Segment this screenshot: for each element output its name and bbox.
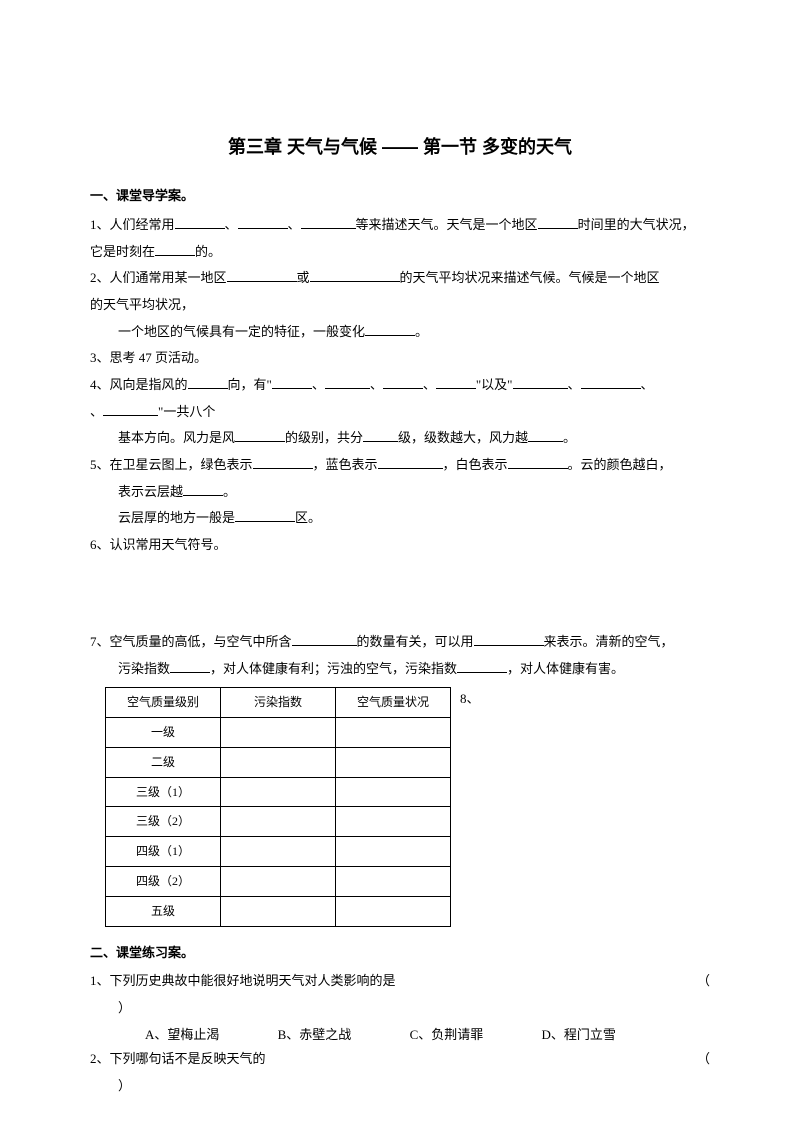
blank <box>175 216 225 229</box>
table-header: 污染指数 <box>221 688 336 718</box>
blank <box>474 633 544 646</box>
question-4-line3: 基本方向。风力是风的级别，共分级，级数越大，风力越。 <box>90 426 710 451</box>
table-cell <box>221 777 336 807</box>
table-cell <box>221 896 336 926</box>
question-4: 4、风向是指风的向，有"、、、"以及"、、 <box>90 373 710 398</box>
blank <box>301 216 356 229</box>
spacer <box>90 560 710 630</box>
option-c: C、负荆请罪 <box>410 1023 484 1048</box>
table-header-row: 空气质量级别 污染指数 空气质量状况 <box>106 688 451 718</box>
air-quality-table: 空气质量级别 污染指数 空气质量状况 一级 二级 三级（1） 三级（2） 四级（… <box>105 687 451 926</box>
table-container: 8、 空气质量级别 污染指数 空气质量状况 一级 二级 三级（1） 三级（2） … <box>105 687 710 926</box>
table-cell <box>221 866 336 896</box>
q1-text: 1、人们经常用 <box>90 217 175 232</box>
table-header: 空气质量级别 <box>106 688 221 718</box>
blank <box>513 376 568 389</box>
question-6: 6、认识常用天气符号。 <box>90 533 710 558</box>
table-header: 空气质量状况 <box>336 688 451 718</box>
blank <box>538 216 578 229</box>
table-cell: 三级（1） <box>106 777 221 807</box>
paren-open: （ <box>697 969 710 994</box>
blank <box>183 483 223 496</box>
blank <box>272 376 312 389</box>
table-cell <box>336 807 451 837</box>
question-5-line3: 云层厚的地方一般是区。 <box>90 506 710 531</box>
blank <box>325 376 370 389</box>
blank <box>188 376 228 389</box>
table-cell <box>336 837 451 867</box>
table-cell <box>336 866 451 896</box>
table-cell: 三级（2） <box>106 807 221 837</box>
blank <box>238 216 288 229</box>
question-7-line2: 污染指数，对人体健康有利；污浊的空气，污染指数，对人体健康有害。 <box>90 657 710 682</box>
blank <box>436 376 476 389</box>
question-4-line2: 、"一共八个 <box>90 400 710 425</box>
practice-2-paren-close: ） <box>90 1074 710 1099</box>
table-row: 四级（2） <box>106 866 451 896</box>
page-title: 第三章 天气与气候 —— 第一节 多变的天气 <box>90 130 710 164</box>
question-5: 5、在卫星云图上，绿色表示，蓝色表示，白色表示。云的颜色越白， <box>90 453 710 478</box>
practice-1-options: A、望梅止渴 B、赤壁之战 C、负荆请罪 D、程门立雪 <box>90 1023 710 1048</box>
question-1: 1、人们经常用、、等来描述天气。天气是一个地区时间里的大气状况， <box>90 213 710 238</box>
table-row: 三级（1） <box>106 777 451 807</box>
practice-1: 1、下列历史典故中能很好地说明天气对人类影响的是 （ <box>90 969 710 994</box>
blank <box>170 660 210 673</box>
option-b: B、赤壁之战 <box>278 1023 352 1048</box>
option-d: D、程门立雪 <box>541 1023 615 1048</box>
blank <box>227 269 297 282</box>
blank <box>253 456 313 469</box>
table-row: 三级（2） <box>106 807 451 837</box>
question-7: 7、空气质量的高低，与空气中所含的数量有关，可以用来表示。清新的空气， <box>90 630 710 655</box>
blank <box>528 429 563 442</box>
table-cell <box>221 747 336 777</box>
question-2-line2: 的天气平均状况， <box>90 293 710 318</box>
table-row: 五级 <box>106 896 451 926</box>
table-row: 一级 <box>106 717 451 747</box>
blank <box>310 269 400 282</box>
blank <box>103 403 158 416</box>
question-3: 3、思考 47 页活动。 <box>90 346 710 371</box>
table-cell <box>336 777 451 807</box>
table-cell: 一级 <box>106 717 221 747</box>
practice-2: 2、下列哪句话不是反映天气的 （ <box>90 1047 710 1072</box>
table-row: 四级（1） <box>106 837 451 867</box>
table-cell <box>221 837 336 867</box>
blank <box>365 323 415 336</box>
table-cell: 四级（1） <box>106 837 221 867</box>
section1-header: 一、课堂导学案。 <box>90 184 710 209</box>
question-5-line2: 表示云层越。 <box>90 480 710 505</box>
question-8-label: 8、 <box>460 687 480 712</box>
blank <box>508 456 568 469</box>
table-cell <box>221 717 336 747</box>
blank <box>363 429 398 442</box>
table-row: 二级 <box>106 747 451 777</box>
blank <box>378 456 443 469</box>
question-1-line2: 它是时刻在的。 <box>90 240 710 265</box>
question-2: 2、人们通常用某一地区或的天气平均状况来描述气候。气候是一个地区 <box>90 266 710 291</box>
blank <box>383 376 423 389</box>
table-cell <box>336 747 451 777</box>
question-2-line3: 一个地区的气候具有一定的特征，一般变化。 <box>90 320 710 345</box>
table-cell <box>221 807 336 837</box>
practice-1-paren-close: ） <box>90 996 710 1021</box>
blank <box>235 509 295 522</box>
table-cell <box>336 896 451 926</box>
section2-header: 二、课堂练习案。 <box>90 941 710 966</box>
table-cell: 五级 <box>106 896 221 926</box>
blank <box>235 429 285 442</box>
blank <box>155 243 195 256</box>
blank <box>581 376 641 389</box>
option-a: A、望梅止渴 <box>145 1023 219 1048</box>
table-cell: 二级 <box>106 747 221 777</box>
paren-open: （ <box>697 1047 710 1072</box>
table-cell <box>336 717 451 747</box>
blank <box>457 660 507 673</box>
table-cell: 四级（2） <box>106 866 221 896</box>
blank <box>292 633 357 646</box>
